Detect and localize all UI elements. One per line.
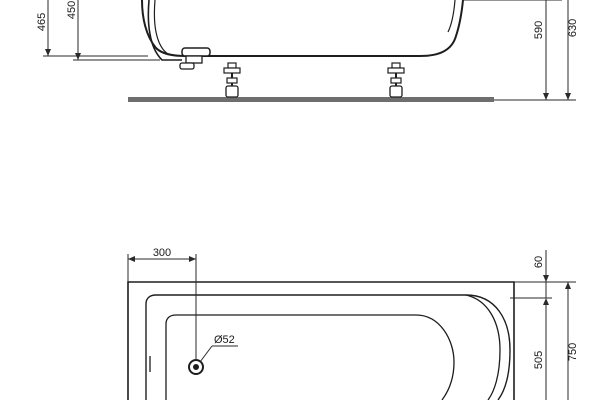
dimension-590: 590 — [462, 0, 562, 100]
tub-outer-rim — [127, 281, 515, 400]
waste-trap — [179, 47, 211, 70]
side-view: 465 450 590 630 — [36, 0, 579, 102]
floor-slab — [128, 97, 494, 102]
dimension-60: 60 — [510, 250, 552, 305]
tub-basin-floor — [165, 314, 455, 400]
drain-outlet — [188, 359, 204, 375]
dimension-505: 505 — [533, 305, 547, 400]
dimension-750: 750 — [514, 281, 579, 400]
dimension-630: 630 — [494, 0, 579, 101]
dim-label-450: 450 — [66, 1, 78, 19]
tub-side-outline — [141, 0, 464, 57]
plan-view: Ø52 300 60 505 750 — [127, 247, 579, 400]
dim-label-505: 505 — [533, 351, 545, 369]
tub-inner-wall — [447, 0, 456, 33]
waste-pipe-inner — [153, 0, 169, 55]
waste-pipe — [147, 0, 182, 61]
tub-foot-left — [223, 62, 241, 98]
tub-foot-right — [387, 62, 405, 98]
dim-label-60: 60 — [533, 256, 545, 268]
dim-label-590: 590 — [533, 21, 545, 39]
tub-inner-rim — [145, 294, 511, 400]
dim-label-300: 300 — [153, 247, 171, 259]
dim-label-630: 630 — [567, 19, 579, 37]
dimension-465: 465 — [36, 0, 148, 57]
dimension-300: 300 — [127, 247, 197, 360]
dim-label-465: 465 — [36, 13, 48, 31]
tub-backrest-curve — [465, 294, 501, 400]
dim-label-750: 750 — [567, 343, 579, 361]
dimension-450: 450 — [66, 0, 160, 61]
drain-diameter-label: Ø52 — [214, 334, 235, 346]
